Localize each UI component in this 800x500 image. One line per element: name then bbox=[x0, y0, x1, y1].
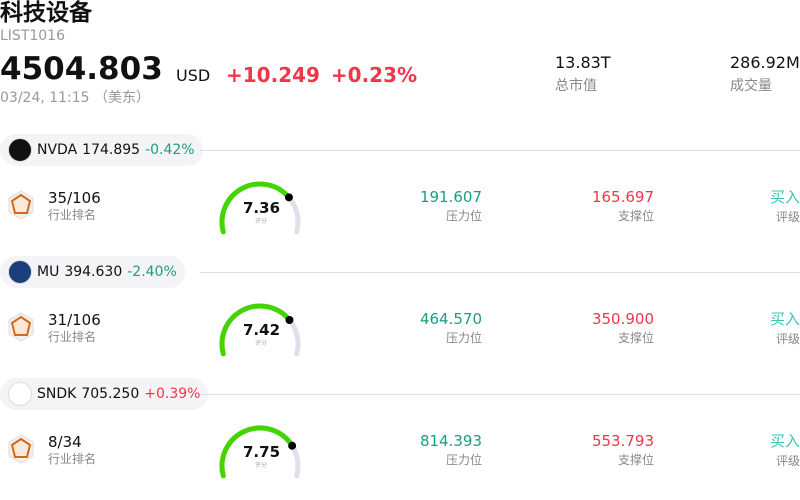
support-value: 350.900 bbox=[591, 310, 654, 328]
gauge-marker bbox=[284, 193, 293, 202]
score-value: 7.42 bbox=[243, 321, 281, 339]
rating-label: 评级 bbox=[775, 332, 800, 346]
resistance-value: 814.393 bbox=[419, 432, 482, 450]
industry-rank-label: 行业排名 bbox=[48, 208, 97, 222]
industry-rank: 35/106 bbox=[48, 189, 101, 207]
gauge-marker bbox=[288, 441, 297, 450]
stock-price: 705.250 bbox=[81, 385, 140, 402]
support-label: 支撑位 bbox=[617, 209, 654, 223]
score-label: 评分 bbox=[255, 462, 268, 469]
rating-label: 评级 bbox=[775, 210, 800, 224]
resistance-label: 压力位 bbox=[445, 453, 482, 467]
resistance-value: 464.570 bbox=[419, 310, 482, 328]
stock-price: 394.630 bbox=[64, 263, 123, 280]
company-logo-icon bbox=[8, 260, 32, 284]
market-cap-label: 总市值 bbox=[555, 78, 597, 94]
stock-chip[interactable]: SNDK 705.250 +0.39% bbox=[0, 378, 209, 410]
timestamp: 03/24, 11:15 （美东） bbox=[0, 90, 151, 106]
industry-rank: 31/106 bbox=[48, 311, 101, 329]
index-price: 4504.803 bbox=[0, 51, 163, 87]
volume-value: 286.92M bbox=[730, 53, 800, 72]
gauge-marker bbox=[285, 315, 294, 324]
divider bbox=[200, 150, 800, 151]
price-change: +10.249 +0.23% bbox=[226, 64, 417, 87]
stock-chip[interactable]: MU 394.630 -2.40% bbox=[0, 256, 185, 288]
volume-label: 成交量 bbox=[730, 78, 772, 94]
stock-price: 174.895 bbox=[82, 141, 141, 158]
stock-symbol: SNDK bbox=[37, 385, 77, 402]
change-percent: +0.23% bbox=[330, 63, 418, 87]
industry-rank-icon bbox=[8, 434, 34, 464]
score-label: 评分 bbox=[255, 218, 268, 225]
score-gauge bbox=[219, 425, 301, 479]
score-value: 7.36 bbox=[243, 199, 281, 217]
rating-value[interactable]: 买入 bbox=[769, 432, 800, 450]
divider bbox=[200, 272, 800, 273]
score-gauge bbox=[219, 303, 301, 357]
rating-value[interactable]: 买入 bbox=[769, 188, 800, 206]
score-label: 评分 bbox=[255, 340, 268, 347]
list-code: LIST1016 bbox=[0, 28, 65, 44]
support-value: 165.697 bbox=[591, 188, 654, 206]
industry-rank-icon bbox=[8, 312, 34, 342]
industry-rank: 8/34 bbox=[48, 433, 82, 451]
stock-change: -2.40% bbox=[127, 263, 177, 280]
page-title: 科技设备 bbox=[0, 0, 92, 26]
stock-symbol: NVDA bbox=[37, 141, 78, 158]
resistance-label: 压力位 bbox=[445, 209, 482, 223]
support-label: 支撑位 bbox=[617, 331, 654, 345]
industry-rank-label: 行业排名 bbox=[48, 330, 97, 344]
stock-change: +0.39% bbox=[144, 385, 201, 402]
rating-label: 评级 bbox=[775, 454, 800, 468]
gauge-fill bbox=[219, 181, 292, 235]
support-label: 支撑位 bbox=[617, 453, 654, 467]
divider bbox=[200, 394, 800, 395]
score-gauge bbox=[219, 181, 301, 235]
stock-change: -0.42% bbox=[145, 141, 195, 158]
resistance-value: 191.607 bbox=[419, 188, 482, 206]
gauge-fill bbox=[219, 425, 295, 479]
currency: USD bbox=[176, 66, 211, 85]
resistance-label: 压力位 bbox=[445, 331, 482, 345]
industry-rank-label: 行业排名 bbox=[48, 452, 97, 466]
score-value: 7.75 bbox=[243, 443, 281, 461]
stock-symbol: MU bbox=[37, 263, 60, 280]
market-cap-value: 13.83T bbox=[555, 53, 611, 72]
rating-value[interactable]: 买入 bbox=[769, 310, 800, 328]
change-value: +10.249 bbox=[226, 63, 320, 87]
support-value: 553.793 bbox=[591, 432, 654, 450]
company-logo-icon bbox=[8, 382, 32, 406]
gauge-fill bbox=[219, 303, 292, 357]
company-logo-icon bbox=[8, 138, 32, 162]
industry-rank-icon bbox=[8, 190, 34, 220]
stock-chip[interactable]: NVDA 174.895 -0.42% bbox=[0, 134, 203, 166]
